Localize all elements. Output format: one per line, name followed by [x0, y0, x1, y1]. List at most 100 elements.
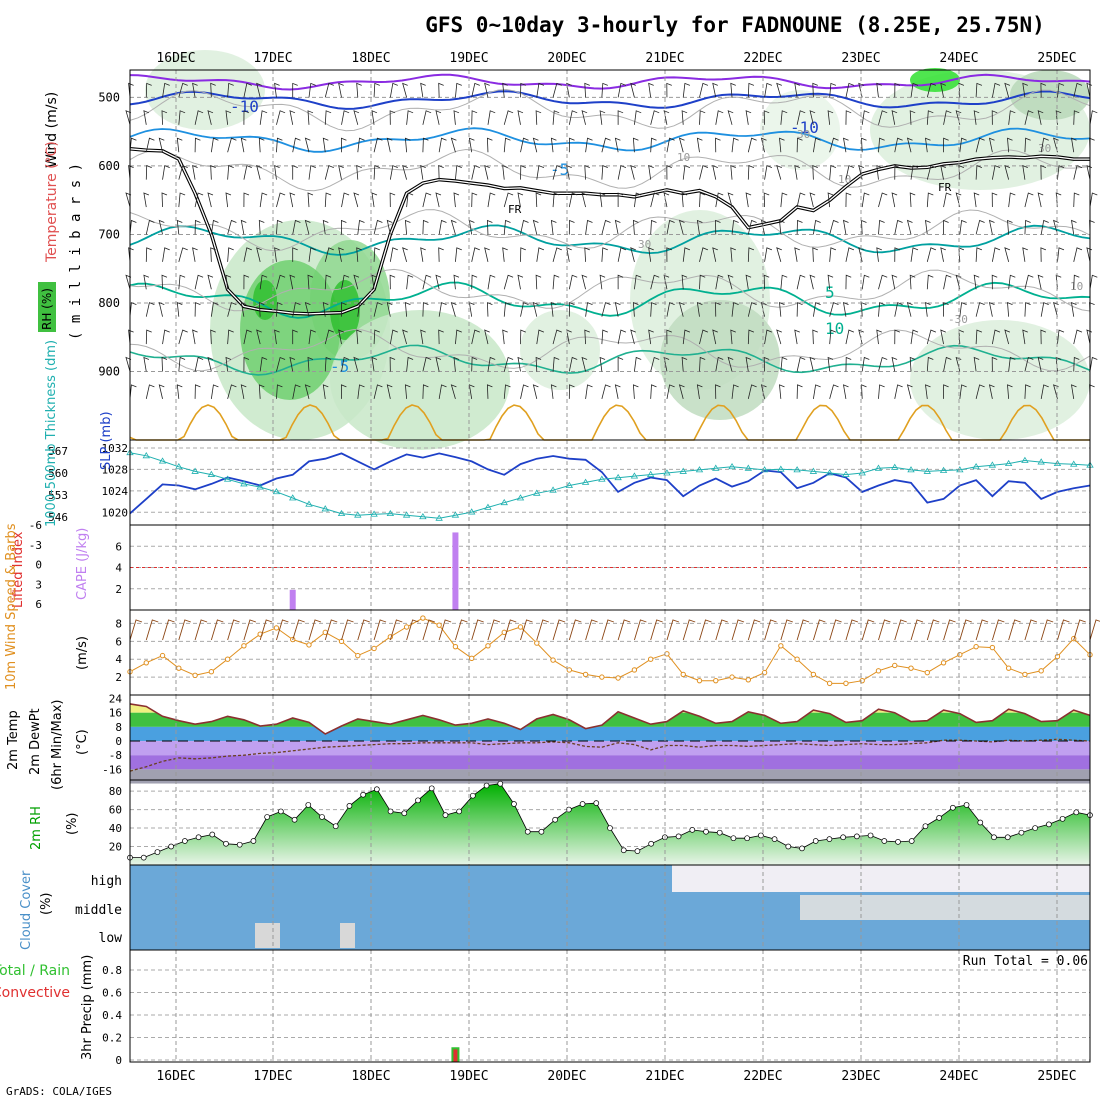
barb [243, 329, 252, 345]
barb [794, 164, 800, 180]
wind-point [892, 662, 898, 669]
barb [389, 329, 398, 345]
barb [450, 384, 457, 399]
barb [210, 329, 216, 345]
barb [353, 110, 360, 125]
barb [894, 165, 901, 180]
barb [536, 165, 545, 180]
barb [438, 329, 444, 345]
barb [1007, 384, 1013, 399]
barb [373, 384, 383, 399]
barb [988, 219, 995, 235]
thickness-marker [793, 466, 801, 473]
contour-gray-2 [129, 209, 1091, 252]
barb [1008, 192, 1016, 208]
barb [845, 110, 852, 125]
barb [276, 219, 283, 235]
barb [292, 82, 298, 98]
barb [568, 274, 578, 290]
barb [666, 219, 675, 235]
thickness-marker [939, 466, 948, 473]
thickness-marker [451, 511, 460, 518]
barb [292, 329, 298, 345]
barb [161, 356, 168, 372]
barb [207, 192, 214, 208]
barb [471, 82, 480, 98]
wind-point [306, 642, 312, 648]
wind-tick-1: 4 [115, 653, 122, 666]
cloud-axis-label: Cloud Cover [19, 870, 34, 950]
barb [568, 384, 575, 399]
barb [973, 110, 980, 125]
wind-axis-unit: (m/s) [75, 636, 90, 670]
wind-point [159, 652, 166, 659]
barb [162, 82, 170, 98]
barb [389, 192, 396, 208]
barb [143, 274, 150, 290]
barb [406, 192, 414, 208]
precip-tick-4: 0.8 [102, 964, 122, 977]
wind-barb [438, 619, 452, 641]
barb [827, 356, 834, 372]
barb [322, 384, 329, 399]
barb [926, 274, 934, 290]
barb [891, 274, 898, 290]
rh-point [648, 840, 654, 847]
wind-barb [650, 619, 663, 641]
barb [829, 137, 839, 153]
wind-point [924, 669, 930, 676]
cloud-level-low: low [99, 931, 123, 946]
barb [552, 110, 560, 125]
barb [747, 302, 757, 317]
barb [730, 329, 736, 345]
barb [1053, 219, 1059, 235]
barb [650, 356, 660, 372]
barb [712, 329, 718, 345]
precip-axis-label: 3hr Precip (mm) [80, 955, 95, 1060]
contour-0-cyan [129, 224, 1091, 256]
xlabel-top-5: 21DEC [645, 51, 684, 66]
wind-barb [471, 619, 484, 641]
wind-speed-line [129, 617, 1091, 684]
barb [796, 192, 806, 208]
rh-axis-unit: (%) [65, 813, 80, 836]
wind-barb [910, 619, 924, 641]
thickness-marker [809, 467, 818, 474]
cloud-low-clear-b [340, 923, 355, 948]
barb [536, 329, 545, 345]
barb [1024, 192, 1034, 208]
barb [373, 329, 380, 345]
barb [194, 302, 201, 317]
barb [730, 82, 736, 98]
wind-point [810, 671, 817, 678]
wind-tick-2: 6 [115, 635, 122, 648]
cape-bar [289, 589, 296, 610]
thickness-marker [223, 475, 232, 482]
slp-tick-0: 1020 [102, 506, 129, 519]
thickness-marker [1004, 459, 1013, 467]
barb [550, 384, 557, 399]
barb [699, 274, 706, 290]
wind-tick-3: 8 [115, 617, 122, 630]
rh-tick-0: 20 [109, 841, 122, 854]
barb [581, 192, 588, 208]
barb [341, 110, 350, 125]
barb [455, 329, 462, 345]
barb [324, 165, 334, 180]
xlabel-bottom-5: 21DEC [645, 1069, 684, 1084]
barb [340, 219, 347, 235]
barb [520, 384, 529, 399]
barb [991, 110, 998, 125]
contour-label-6: FR [508, 203, 522, 216]
barb [666, 247, 672, 262]
barb [450, 137, 457, 153]
barb [158, 137, 165, 153]
barb [550, 137, 557, 153]
barb [861, 274, 870, 290]
barb [876, 247, 882, 262]
barb [357, 384, 365, 399]
rh-point [209, 831, 216, 838]
barb [568, 302, 575, 317]
barb [471, 274, 478, 290]
barb [455, 82, 462, 98]
